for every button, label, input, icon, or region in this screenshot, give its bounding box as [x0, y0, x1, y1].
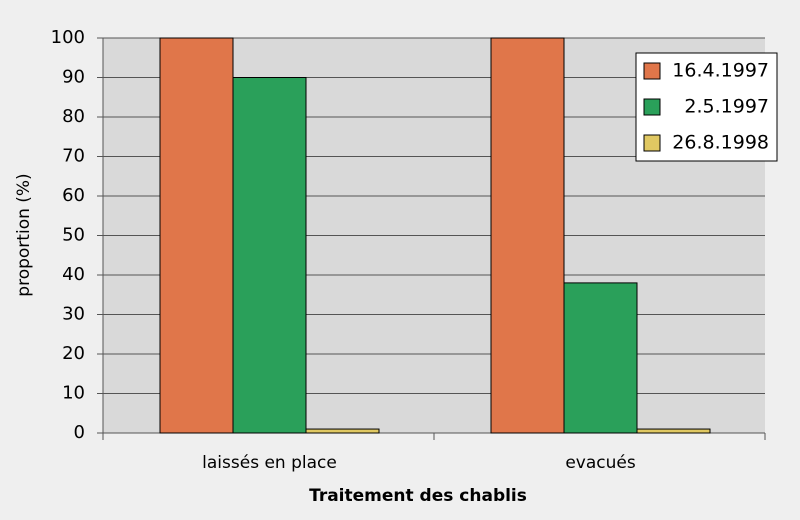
y-tick-label: 80	[62, 106, 85, 127]
legend-label: 26.8.1998	[672, 132, 769, 154]
y-tick-label: 10	[62, 383, 85, 404]
legend-label: 16.4.1997	[672, 60, 769, 82]
y-tick-label: 90	[62, 67, 85, 88]
x-axis-label: Traitement des chablis	[309, 486, 527, 506]
bar	[563, 282, 638, 434]
bar	[636, 428, 711, 434]
bar	[232, 77, 307, 434]
y-tick-label: 50	[62, 225, 85, 246]
y-tick-label: 20	[62, 343, 85, 364]
y-tick-label: 60	[62, 185, 85, 206]
y-tick-label: 40	[62, 264, 85, 285]
y-tick-label: 100	[51, 27, 85, 48]
y-tick-label: 30	[62, 304, 85, 325]
y-tick-label: 70	[62, 146, 85, 167]
legend-swatch	[643, 62, 661, 80]
legend-swatch	[643, 134, 661, 152]
x-tick-label: laissés en place	[202, 453, 337, 473]
bar	[159, 37, 234, 434]
legend-swatch	[643, 98, 661, 116]
legend-label: 2.5.1997	[684, 96, 769, 118]
bar	[305, 428, 380, 434]
y-tick-label: 0	[74, 422, 85, 443]
y-axis-label: proportion (%)	[14, 173, 34, 296]
bar	[490, 37, 565, 434]
x-tick-label: evacués	[565, 453, 636, 473]
